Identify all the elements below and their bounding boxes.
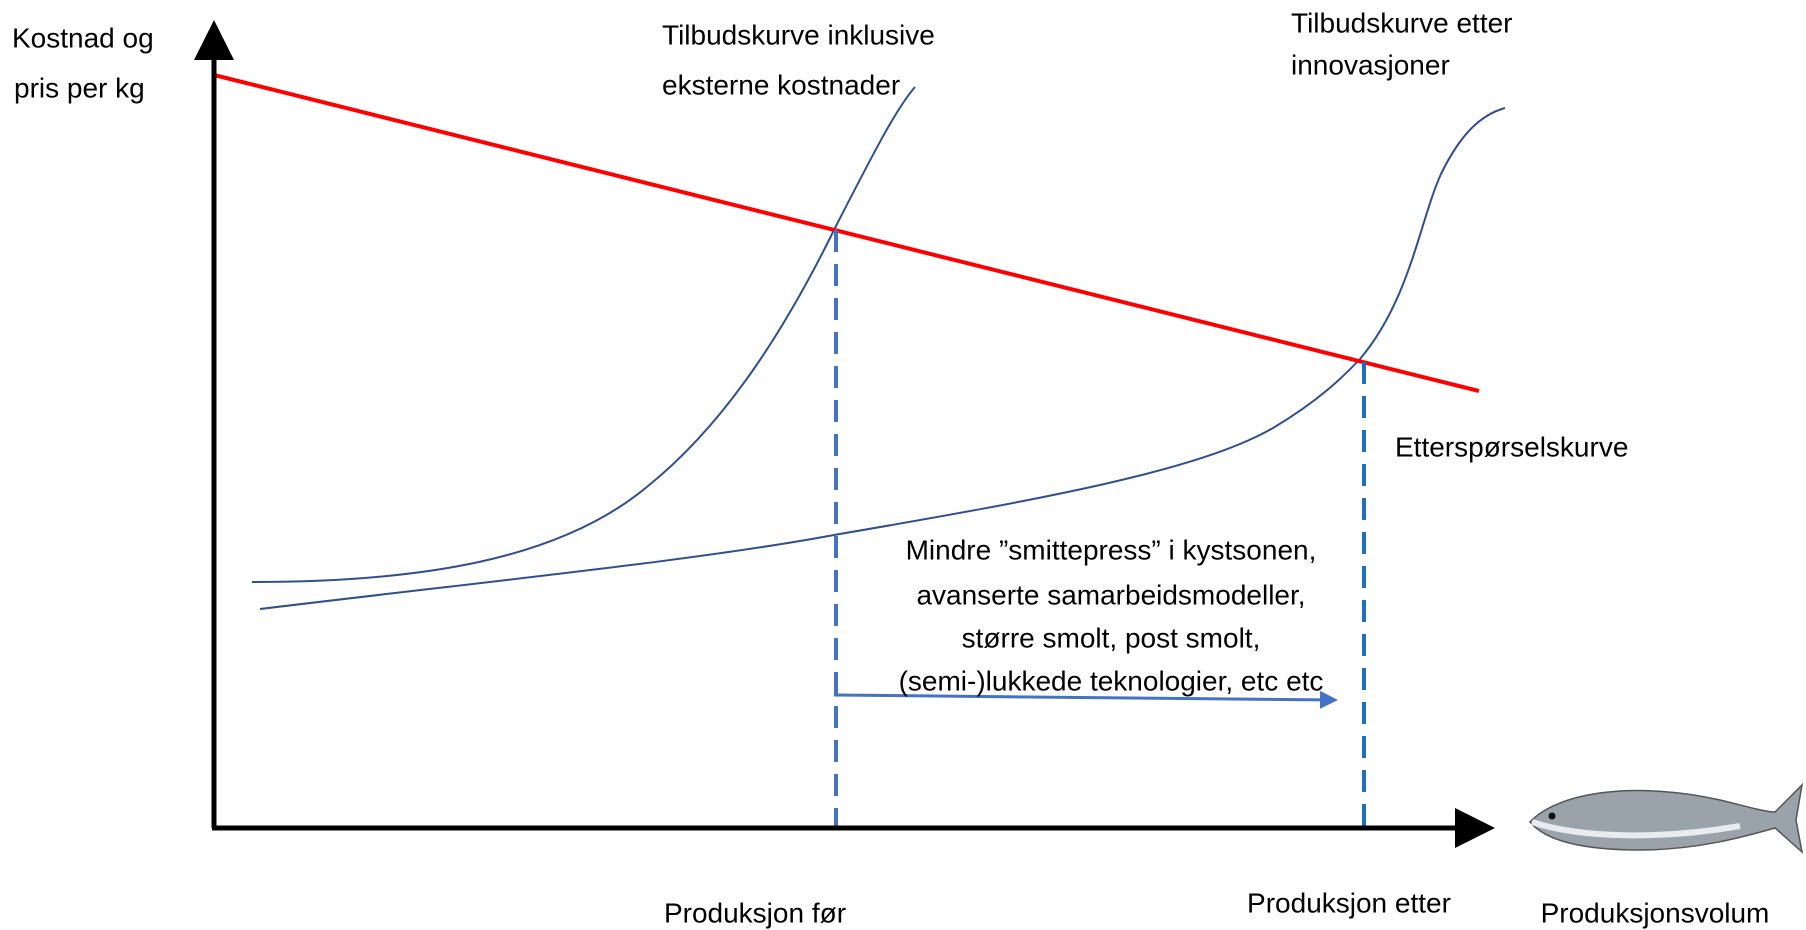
innovation-note: (semi-)lukkede teknologier, etc etc [899,665,1324,696]
supply-curve-external [252,87,915,582]
innovation-note: større smolt, post smolt, [962,622,1261,653]
supply-curve-label: Tilbudskurve etter [1291,7,1513,38]
supply-curve-innovation [260,108,1505,609]
supply-curve-label: Tilbudskurve inklusive [662,19,935,50]
demand-curve [214,75,1479,391]
production-before-label: Produksjon før [664,897,846,928]
supply-curve-label: eksterne kostnader [662,69,900,100]
x-axis-label: Produksjonsvolum [1541,897,1770,928]
innovation-note: avanserte samarbeidsmodeller, [916,579,1305,610]
salmon-icon [1530,785,1802,852]
innovation-note: Mindre ”smittepress” i kystsonen, [906,534,1317,565]
supply-curve-label: innovasjoner [1291,49,1450,80]
production-after-label: Produksjon etter [1247,887,1451,918]
demand-curve-label: Etterspørselskurve [1395,431,1628,462]
y-axis-label: pris per kg [14,72,145,103]
page: {"y_axis_label": ["Kostnad og", "pris pe… [0,0,1806,930]
y-axis-label: Kostnad og [12,22,154,53]
diagram: Kostnad og pris per kg Tilbudskurve inkl… [0,0,1806,930]
